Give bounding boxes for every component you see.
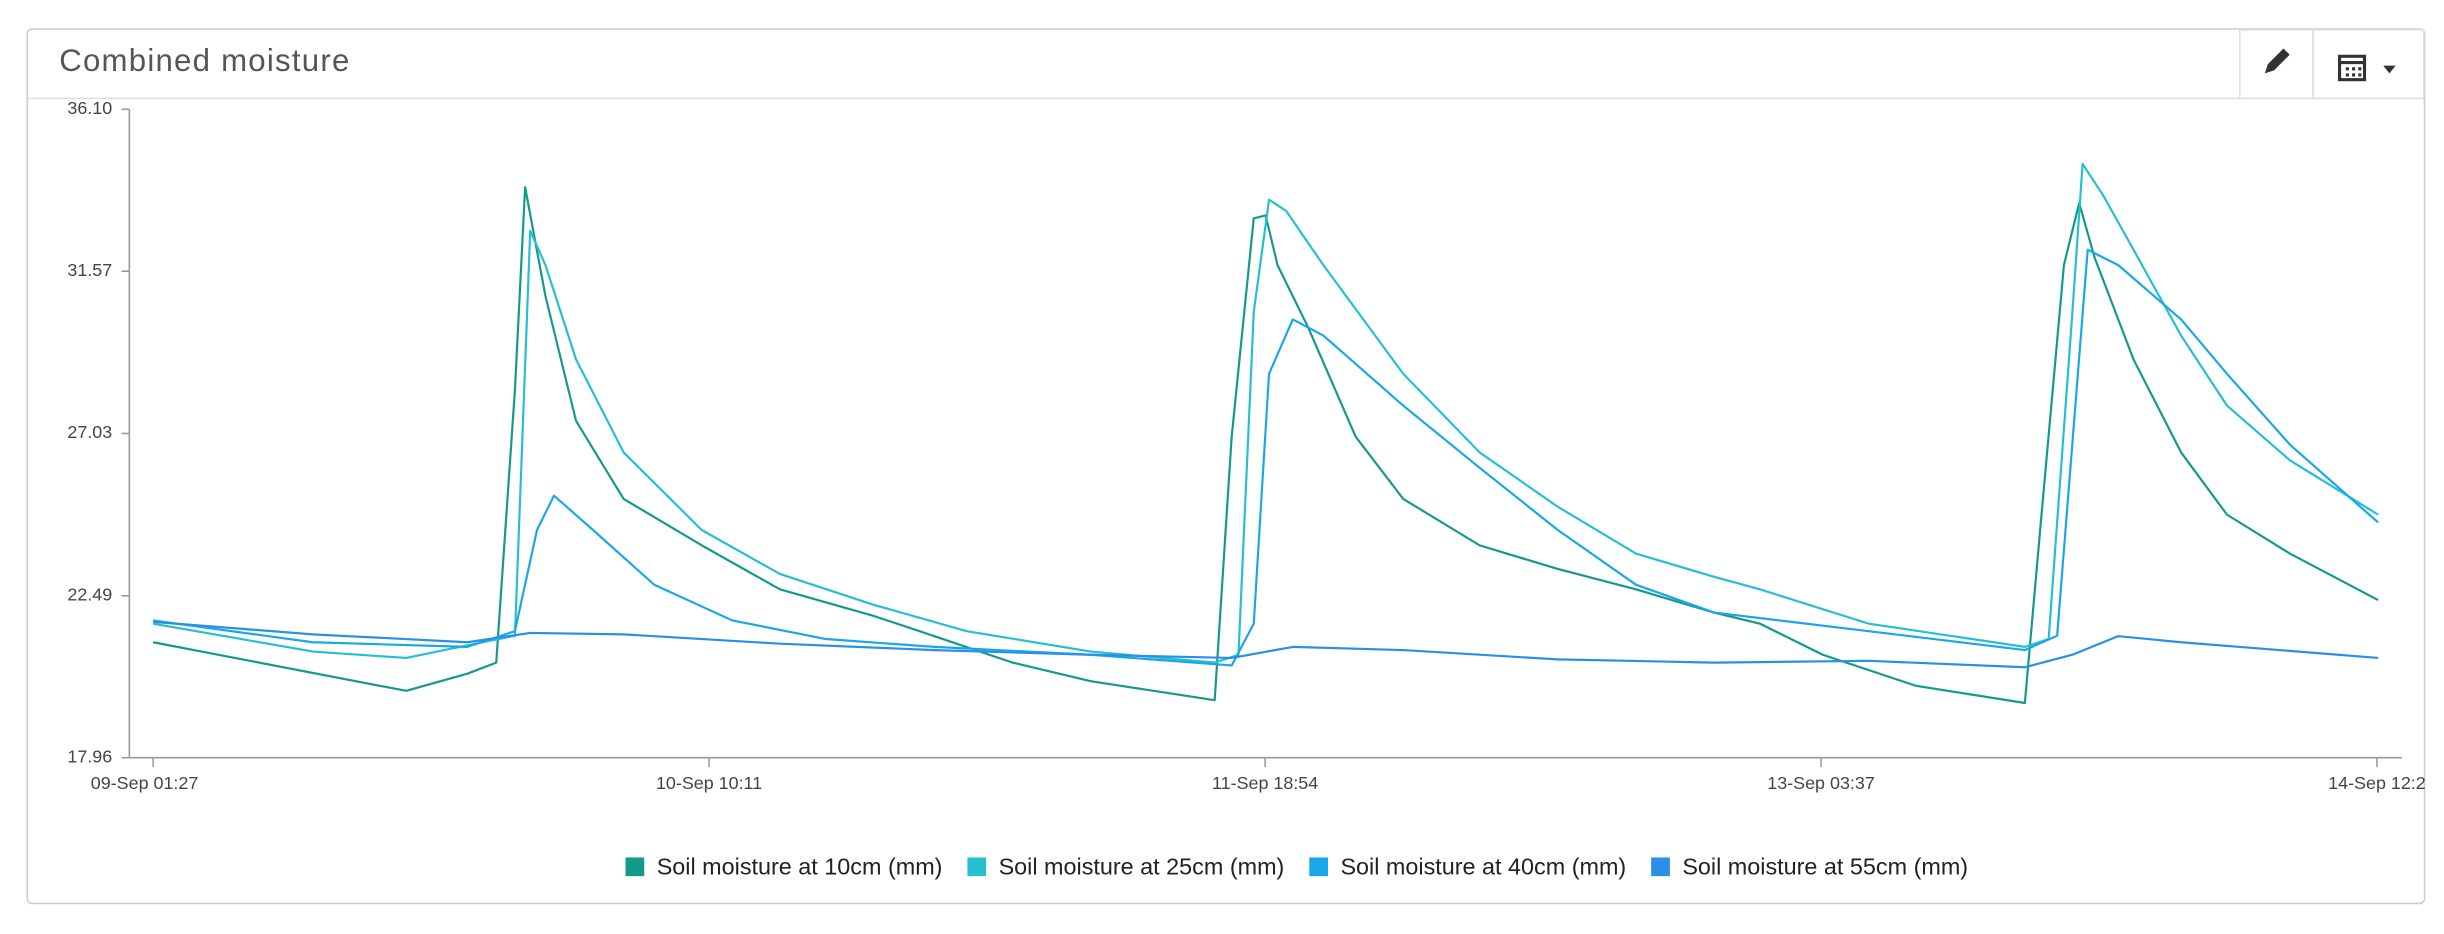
legend-swatch	[625, 857, 645, 877]
legend-label: Soil moisture at 10cm (mm)	[657, 854, 943, 880]
legend-label: Soil moisture at 55cm (mm)	[1682, 854, 1968, 880]
legend-swatch	[967, 857, 987, 877]
series-line	[152, 186, 2379, 705]
x-tick-label: 14-Sep 12:2	[2328, 773, 2426, 793]
series-line	[153, 620, 2379, 669]
y-tick-label: 36.10	[67, 98, 112, 118]
x-tick-label: 13-Sep 03:37	[1767, 773, 1875, 793]
y-tick-label: 31.57	[67, 260, 112, 280]
chart-title: Combined moisture	[59, 43, 350, 78]
series-line	[152, 162, 2379, 664]
date-range-button[interactable]	[2312, 29, 2425, 100]
y-tick-label: 22.49	[67, 585, 112, 605]
x-tick-label: 11-Sep 18:54	[1212, 773, 1318, 793]
legend-label: Soil moisture at 40cm (mm)	[1340, 854, 1626, 880]
series-line	[153, 248, 2379, 667]
y-tick-label: 17.96	[67, 746, 112, 766]
y-tick-label: 27.03	[67, 422, 112, 442]
legend-swatch	[1309, 857, 1328, 877]
legend-label: Soil moisture at 25cm (mm)	[999, 854, 1285, 880]
edit-button[interactable]	[2239, 29, 2314, 100]
panel	[26, 28, 2426, 905]
legend-swatch	[1651, 857, 1670, 877]
x-tick-label: 10-Sep 10:11	[656, 773, 762, 793]
legend: Soil moisture at 10cm (mm) Soil moisture …	[625, 854, 1968, 880]
x-tick-label: 09-Sep 01:27	[91, 773, 199, 793]
